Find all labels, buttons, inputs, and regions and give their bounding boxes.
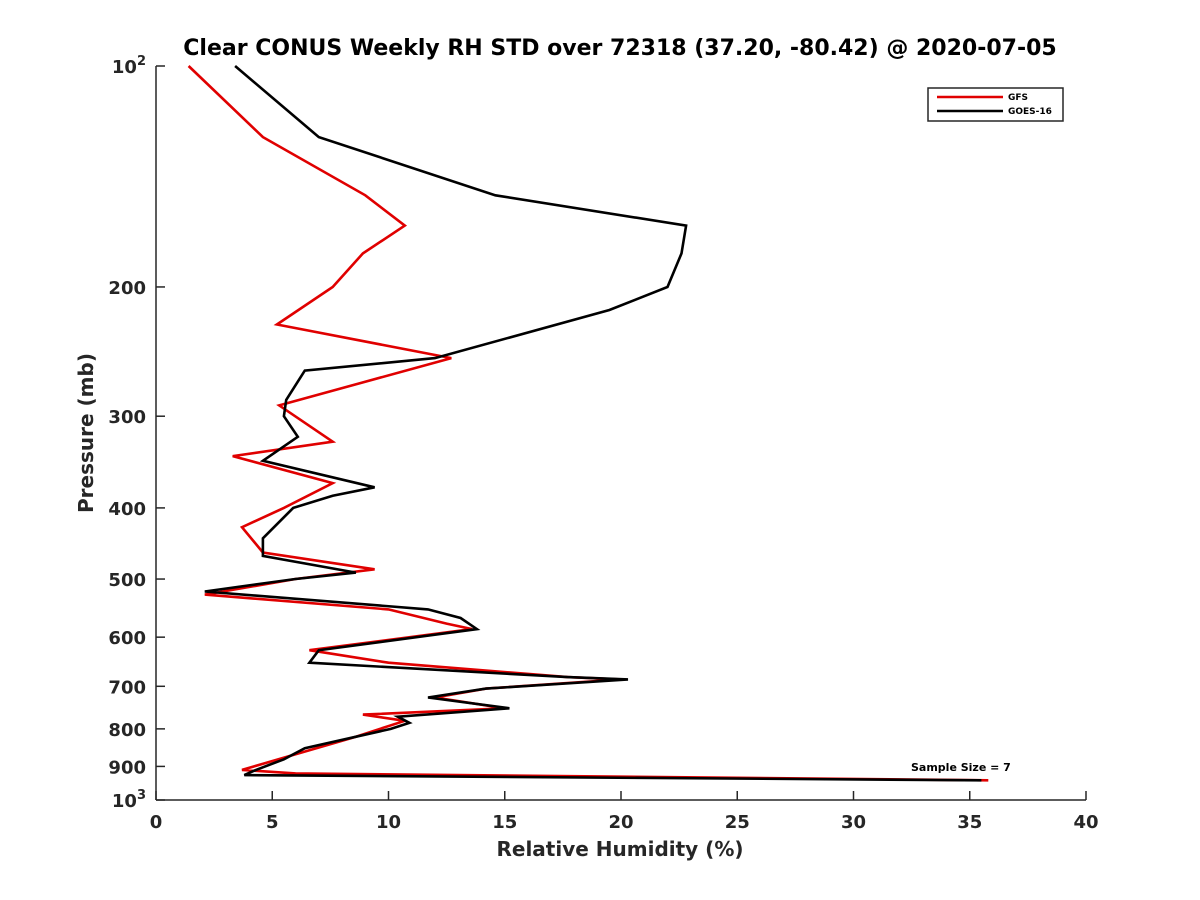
x-tick-label: 25 [725, 812, 750, 833]
y-tick-label: 103 [112, 788, 146, 812]
y-tick-label: 500 [108, 570, 146, 591]
x-tick-label: 10 [376, 812, 401, 833]
y-tick-label: 400 [108, 499, 146, 520]
x-tick-label: 20 [608, 812, 633, 833]
y-tick-label: 300 [108, 407, 146, 428]
x-tick-group: 0 5 10 15 20 25 30 35 40 [150, 791, 1099, 833]
y-tick-group: 102 200 300 400 500 600 700 800 900 103 [108, 54, 165, 812]
x-tick-label: 5 [266, 812, 279, 833]
series-group [187, 65, 989, 782]
y-axis-label: Pressure (mb) [74, 353, 98, 513]
legend-label-goes16: GOES-16 [1008, 107, 1052, 117]
y-tick-label: 800 [108, 720, 146, 741]
x-tick-label: 40 [1073, 812, 1098, 833]
legend: GFS GOES-16 [927, 87, 1064, 122]
x-tick-label: 30 [841, 812, 866, 833]
sample-size-annotation: Sample Size = 7 [911, 761, 1011, 774]
x-tick-label: 0 [150, 812, 163, 833]
y-tick-label: 700 [108, 677, 146, 698]
x-axis-label: Relative Humidity (%) [496, 837, 743, 861]
chart-title: Clear CONUS Weekly RH STD over 72318 (37… [183, 36, 1056, 61]
y-tick-label: 102 [112, 54, 146, 78]
y-tick-label: 900 [108, 757, 146, 778]
legend-box [927, 87, 1064, 122]
x-tick-label: 15 [492, 812, 517, 833]
series-line-gfs [187, 65, 989, 782]
y-tick-label: 200 [108, 278, 146, 299]
x-tick-label: 35 [957, 812, 982, 833]
series-line-goes16 [204, 65, 982, 782]
y-tick-label: 600 [108, 628, 146, 649]
legend-label-gfs: GFS [1008, 93, 1028, 103]
